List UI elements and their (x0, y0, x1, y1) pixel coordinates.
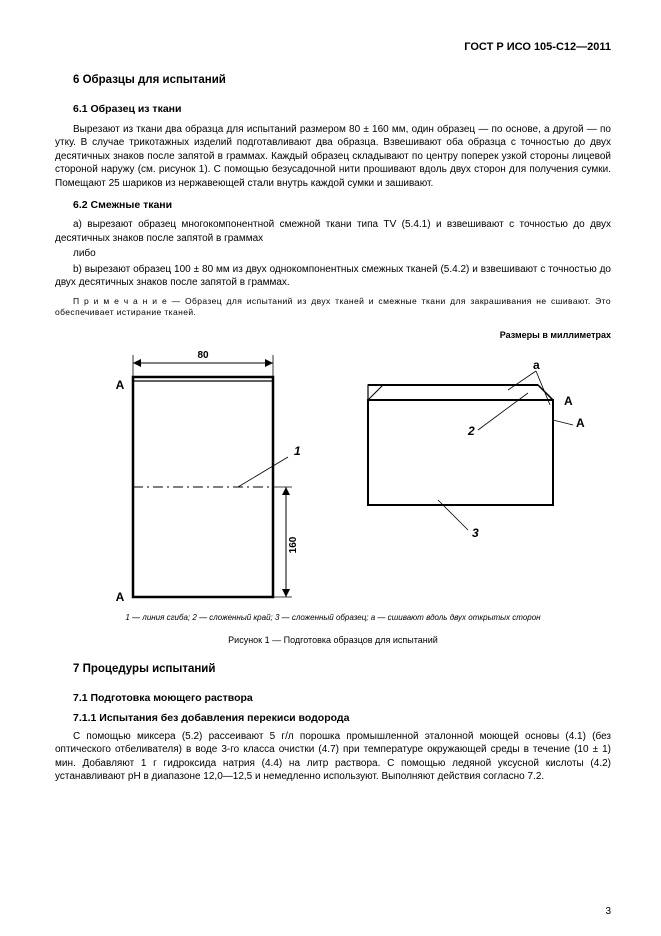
figure-1-left: 80 A A 1 160 (78, 345, 308, 605)
para-6-2-libo: либо (55, 247, 611, 261)
label-A-r2: A (576, 416, 585, 430)
para-6-1: Вырезают из ткани два образца для испыта… (55, 123, 611, 191)
page-number: 3 (605, 905, 611, 919)
subsection-6-2-title: 6.2 Смежные ткани (73, 198, 611, 212)
label-3: 3 (472, 526, 479, 540)
page: ГОСТ Р ИСО 105-С12—2011 6 Образцы для ис… (0, 0, 661, 936)
dim-160: 160 (288, 536, 299, 553)
para-6-2-b: b) вырезают образец 100 ± 80 мм из двух … (55, 263, 611, 290)
dim-80: 80 (197, 350, 209, 361)
label-A-r1: A (564, 394, 573, 408)
figure-1-legend: 1 — линия сгиба; 2 — сложенный край; 3 —… (55, 613, 611, 624)
label-2: 2 (467, 424, 475, 438)
para-6-2-a: a) вырезают образец многокомпонентной см… (55, 218, 611, 245)
figure-1-right: a A A 2 3 (328, 345, 588, 545)
subsection-6-1-title: 6.1 Образец из ткани (73, 102, 611, 116)
para-7-1-1: С помощью миксера (5.2) рассеивают 5 г/л… (55, 730, 611, 784)
figure-1: 80 A A 1 160 (55, 345, 611, 605)
figure-1-title: Рисунок 1 — Подготовка образцов для испы… (55, 634, 611, 646)
label-1: 1 (294, 444, 301, 458)
para-6-2-note: П р и м е ч а н и е — Образец для испыта… (55, 296, 611, 319)
section-7-title: 7 Процедуры испытаний (73, 662, 611, 678)
label-a: a (533, 358, 540, 372)
document-header: ГОСТ Р ИСО 105-С12—2011 (55, 40, 611, 55)
section-6-title: 6 Образцы для испытаний (73, 73, 611, 89)
label-A-top: A (116, 378, 125, 392)
subsection-7-1-title: 7.1 Подготовка моющего раствора (73, 691, 611, 705)
label-A-bottom: A (116, 590, 125, 604)
subsection-7-1-1-title: 7.1.1 Испытания без добавления перекиси … (73, 711, 611, 725)
figure-dim-caption: Размеры в миллиметрах (55, 329, 611, 341)
